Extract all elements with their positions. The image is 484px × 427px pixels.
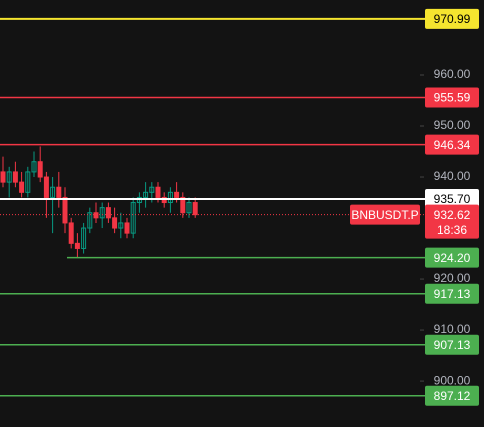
level-label-box — [425, 134, 479, 155]
y-tick-label: 900.00 — [434, 373, 471, 387]
candle-body — [56, 186, 62, 198]
candle-body — [19, 181, 25, 193]
symbol-label: BNBUSDT.P — [351, 208, 418, 222]
candle-body — [50, 186, 56, 198]
candle-body — [130, 202, 136, 234]
level-label-box — [425, 334, 479, 355]
level-label-box — [425, 247, 479, 268]
current-price-box — [425, 204, 479, 239]
candle-body — [167, 191, 173, 204]
level-label: 924.20 — [434, 251, 471, 265]
candle-body — [31, 161, 37, 173]
level-label: 897.12 — [434, 389, 471, 403]
candle-body — [186, 202, 192, 214]
y-tick-label: 940.00 — [434, 169, 471, 183]
candle-body — [174, 191, 180, 198]
candle-body — [37, 161, 43, 178]
current-price-label: 932.62 — [434, 208, 471, 222]
candle-body — [43, 176, 49, 198]
y-tick-label: 920.00 — [434, 271, 471, 285]
candle-body — [180, 196, 186, 214]
candle-body — [192, 202, 198, 216]
level-label-box — [425, 8, 479, 29]
candle-body — [87, 212, 93, 229]
candle-body — [12, 171, 18, 183]
level-label: 970.99 — [434, 12, 471, 26]
candle-body — [6, 171, 12, 183]
candle-body — [143, 191, 149, 198]
symbol-box — [350, 204, 420, 225]
candle-body — [149, 186, 155, 193]
candle-body — [112, 217, 118, 229]
level-label: 955.59 — [434, 91, 471, 105]
candle-body — [105, 207, 111, 219]
candle-body — [136, 196, 142, 204]
candle-body — [0, 171, 6, 183]
level-label-box — [425, 283, 479, 304]
candle-body — [93, 212, 99, 219]
level-label: 946.34 — [434, 138, 471, 152]
level-label: 907.13 — [434, 338, 471, 352]
level-label-box — [425, 188, 479, 209]
candle-body — [62, 196, 68, 224]
y-tick-label: 960.00 — [434, 67, 471, 81]
level-label: 917.13 — [434, 287, 471, 301]
level-label-box — [425, 87, 479, 108]
candle-body — [74, 242, 80, 249]
countdown-label: 18:36 — [437, 223, 467, 237]
candle-body — [68, 222, 74, 244]
candle-body — [118, 222, 124, 229]
candle-body — [25, 171, 31, 193]
level-label: 935.70 — [434, 192, 471, 206]
candle-body — [161, 196, 167, 204]
y-tick-label: 910.00 — [434, 322, 471, 336]
candle-body — [81, 227, 87, 249]
y-tick-label: 950.00 — [434, 118, 471, 132]
candle-body — [155, 186, 161, 198]
candle-body — [124, 222, 130, 234]
level-label-box — [425, 385, 479, 406]
candle-body — [99, 207, 105, 219]
